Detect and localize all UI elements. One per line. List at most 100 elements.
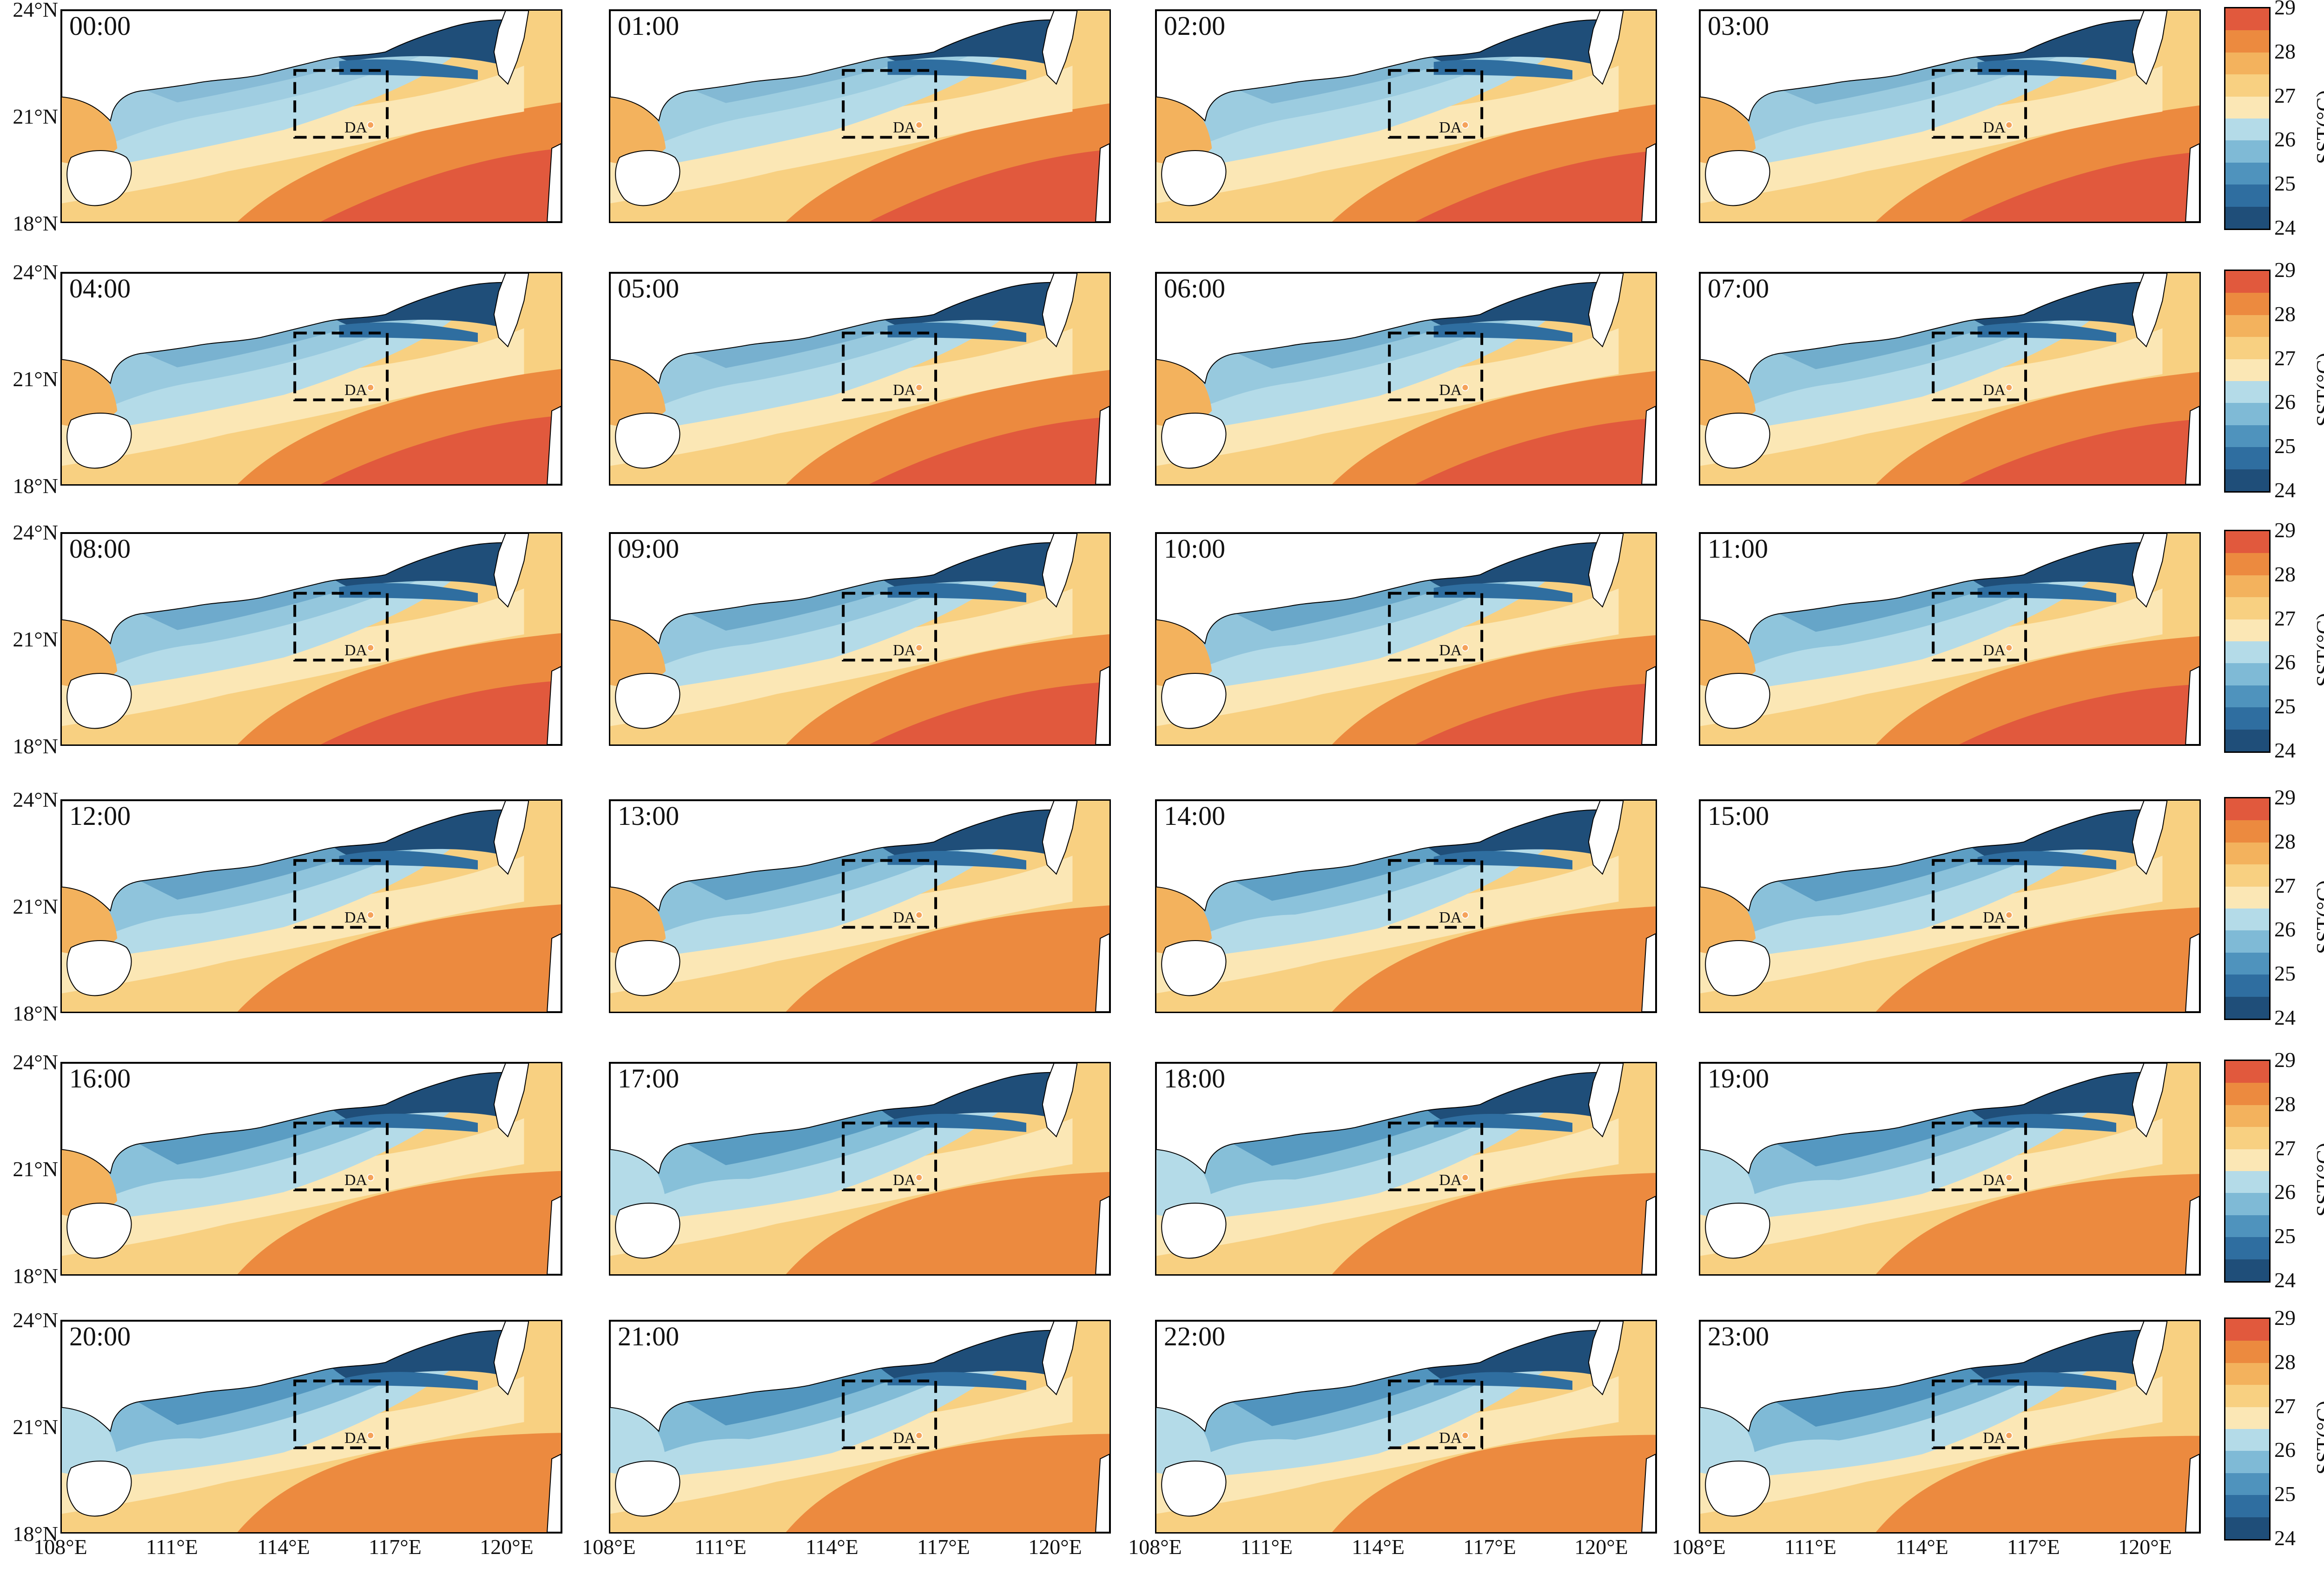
- time-label: 15:00: [1708, 801, 1769, 831]
- colorbar-segment: [2225, 531, 2269, 553]
- da-box: [293, 859, 389, 929]
- colorbar-title: SST(°C): [2312, 880, 2324, 954]
- sst-field: [610, 1063, 1109, 1274]
- colorbar-title: SST(°C): [2312, 353, 2324, 427]
- colorbar-tick-label: 24: [2274, 1526, 2296, 1550]
- colorbar-segment: [2225, 1105, 2269, 1127]
- lon-tick-label: 111°E: [694, 1535, 747, 1559]
- sst-field: [1700, 1321, 2199, 1532]
- time-label: 16:00: [69, 1063, 131, 1093]
- colorbar-tick-label: 25: [2274, 694, 2296, 718]
- map-panel: 13:00 DA: [609, 799, 1111, 1013]
- colorbar-tick-label: 26: [2274, 917, 2296, 942]
- da-label: DA: [344, 1429, 368, 1447]
- colorbar-segment: [2225, 1083, 2269, 1105]
- colorbar-tick-label: 27: [2274, 1136, 2296, 1160]
- lon-tick-label: 120°E: [2118, 1535, 2172, 1559]
- lon-tick-label: 114°E: [1895, 1535, 1948, 1559]
- colorbar-segment: [2225, 118, 2269, 141]
- time-label: 03:00: [1708, 11, 1769, 41]
- colorbar-tick-label: 27: [2274, 83, 2296, 107]
- da-label: DA: [344, 382, 368, 399]
- da-box: [1932, 331, 2027, 402]
- da-box: [1388, 69, 1484, 139]
- colorbar-segment: [2225, 74, 2269, 97]
- colorbar-segment: [2225, 1473, 2269, 1495]
- lat-tick-label: 18°N: [13, 1264, 58, 1288]
- colorbar-segment: [2225, 1237, 2269, 1259]
- colorbar-segment: [2225, 553, 2269, 575]
- colorbar-segment: [2225, 8, 2269, 31]
- lat-tick-label: 21°N: [13, 1157, 58, 1181]
- da-label: DA: [344, 642, 368, 659]
- time-label: 12:00: [69, 801, 131, 831]
- colorbar-tick-label: 28: [2274, 39, 2296, 63]
- colorbar-segment: [2225, 575, 2269, 598]
- colorbar-tick-label: 28: [2274, 302, 2296, 326]
- lat-tick-label: 18°N: [13, 734, 58, 758]
- lat-tick-label: 21°N: [13, 627, 58, 651]
- map-panel: 01:00 DA: [609, 9, 1111, 223]
- colorbar: [2224, 7, 2271, 230]
- time-label: 21:00: [618, 1321, 680, 1351]
- time-label: 22:00: [1164, 1321, 1226, 1351]
- lat-tick-label: 24°N: [13, 520, 58, 544]
- colorbar-tick-label: 25: [2274, 1224, 2296, 1248]
- colorbar-segment: [2225, 206, 2269, 229]
- sst-field: [1156, 1321, 1656, 1532]
- map-panel: 18:00 DA: [1155, 1062, 1657, 1276]
- colorbar-segment: [2225, 1215, 2269, 1238]
- map-panel: 06:00 DA: [1155, 272, 1657, 486]
- colorbar-segment: [2225, 908, 2269, 931]
- colorbar-tick-label: 27: [2274, 1394, 2296, 1418]
- colorbar-segment: [2225, 271, 2269, 293]
- colorbar-tick-label: 27: [2274, 606, 2296, 630]
- colorbar-tick-label: 28: [2274, 1350, 2296, 1374]
- colorbar-tick-label: 27: [2274, 873, 2296, 897]
- da-point-marker: [367, 911, 375, 919]
- lon-tick-label: 120°E: [480, 1535, 534, 1559]
- lon-tick-label: 108°E: [582, 1535, 636, 1559]
- time-label: 14:00: [1164, 801, 1226, 831]
- da-point-marker: [915, 384, 923, 391]
- da-point-marker: [367, 121, 375, 129]
- colorbar-segment: [2225, 952, 2269, 975]
- colorbar-segment: [2225, 469, 2269, 491]
- da-box: [1388, 592, 1484, 662]
- da-point-marker: [2005, 1432, 2013, 1439]
- da-box: [1932, 592, 2027, 662]
- map-panel: 17:00 DA: [609, 1062, 1111, 1276]
- lon-tick-label: 117°E: [369, 1535, 422, 1559]
- da-point-marker: [367, 1432, 375, 1439]
- da-point-marker: [1461, 911, 1469, 919]
- colorbar-segment: [2225, 729, 2269, 751]
- lon-tick-label: 117°E: [2007, 1535, 2060, 1559]
- sst-field: [610, 1321, 1109, 1532]
- time-label: 19:00: [1708, 1063, 1769, 1093]
- lon-tick-label: 108°E: [1672, 1535, 1726, 1559]
- colorbar: [2224, 1060, 2271, 1283]
- colorbar-segment: [2225, 685, 2269, 708]
- colorbar-segment: [2225, 1517, 2269, 1539]
- lat-tick-label: 24°N: [13, 260, 58, 284]
- lat-tick-label: 18°N: [13, 1001, 58, 1025]
- map-panel: 03:00 DA: [1699, 9, 2201, 223]
- sst-field: [610, 533, 1109, 744]
- da-point-marker: [367, 644, 375, 652]
- sst-field: [1156, 1063, 1656, 1274]
- da-point-marker: [2005, 384, 2013, 391]
- colorbar-segment: [2225, 820, 2269, 843]
- da-box: [293, 331, 389, 402]
- da-label: DA: [1439, 382, 1462, 399]
- time-label: 17:00: [618, 1063, 680, 1093]
- colorbar-tick-label: 29: [2274, 518, 2296, 542]
- time-label: 20:00: [69, 1321, 131, 1351]
- sst-field: [62, 273, 561, 484]
- colorbar-tick-label: 29: [2274, 1048, 2296, 1072]
- map-panel: 02:00 DA: [1155, 9, 1657, 223]
- map-panel: 21:00 DA: [609, 1320, 1111, 1534]
- map-panel: 15:00 DA: [1699, 799, 2201, 1013]
- colorbar-tick-label: 24: [2274, 738, 2296, 762]
- sst-field: [1700, 801, 2199, 1012]
